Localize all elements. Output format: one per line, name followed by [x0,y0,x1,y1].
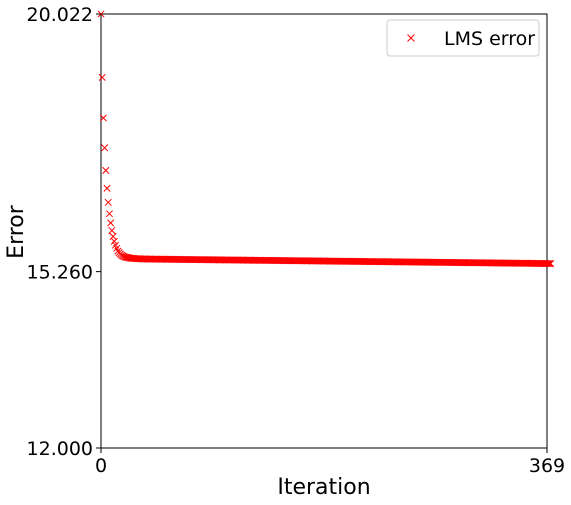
legend-label-lms-error: LMS error [444,28,535,50]
data-point [98,73,106,81]
x-tick-label: 0 [95,455,107,477]
data-point [110,237,118,245]
data-point [105,210,114,218]
data-markers [97,10,555,268]
y-axis-label: Error [4,204,29,259]
x-axis-label: Iteration [277,475,370,500]
data-point [102,166,110,175]
legend-marker [407,34,415,42]
data-point [104,198,112,206]
legend: LMS error [386,19,540,57]
data-point [108,226,116,235]
y-tick-label: 12.000 [27,438,93,460]
data-point [107,219,115,227]
x-tick-label: 369 [529,455,565,477]
data-point [544,260,552,268]
x-axis-ticks: 0 369 [95,448,565,477]
data-point [99,114,107,122]
data-point [545,260,553,268]
y-tick-label: 20.022 [27,4,93,26]
data-point [103,184,111,192]
legend-marker-x-icon [407,34,415,42]
legend-box [386,19,540,57]
data-point [547,260,555,268]
y-tick-label: 15.260 [27,262,93,284]
plot-area-frame [100,13,548,449]
data-point [101,144,109,152]
y-axis-ticks: 12.000 15.260 20.022 [27,4,101,460]
